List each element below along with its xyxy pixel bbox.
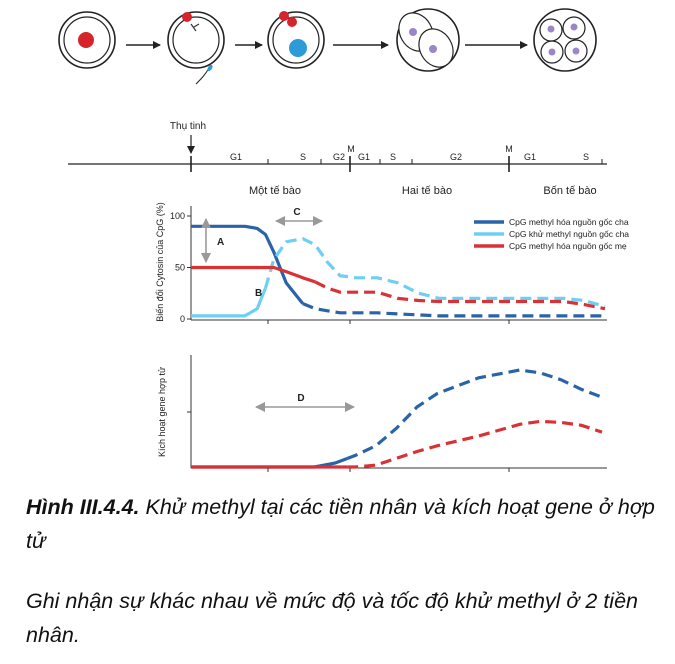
annotation-b-label: B	[255, 288, 262, 299]
c2series-series-0-dashed	[346, 368, 603, 460]
figure-label: Hình III.4.4.	[26, 495, 140, 519]
chart1-y-axis-label: Biến đổi Cytosin của CpG (%)	[155, 202, 165, 322]
legend-label-2: CpG methyl hóa nguồn gốc mẹ	[509, 241, 627, 251]
chart1-y-tick-label: 100	[170, 211, 185, 221]
zygote-cell	[58, 11, 116, 69]
figure-title: Khử methyl tại các tiền nhân và kích hoạ…	[26, 495, 655, 553]
chart2-y-axis-label: Kích hoạt gene hợp tử	[157, 367, 167, 457]
two-cell-embryo	[396, 8, 460, 72]
stage-label-one-cell: Một tế bào	[249, 185, 301, 197]
figure-note: Ghi nhận sự khác nhau về mức độ và tốc đ…	[26, 589, 638, 647]
fertilized-cell	[167, 11, 225, 85]
phase-label-s: S	[583, 152, 589, 162]
phase-label-g2: G2	[333, 152, 345, 162]
pronuclei-cell	[267, 11, 325, 69]
c1series-series-0-solid	[191, 224, 305, 305]
stage-label-two-cell: Hai tế bào	[402, 185, 452, 197]
chart1-legend: CpG methyl hóa nguồn gốc cha CpG khử meth…	[474, 217, 629, 251]
c1series-series-2-solid	[191, 265, 316, 284]
c1series-series-1-solid	[191, 287, 267, 318]
phase-label-g1: G1	[230, 152, 242, 162]
legend-label-0: CpG methyl hóa nguồn gốc cha	[509, 217, 629, 227]
figure-caption: Hình III.4.4. Khử methyl tại các tiền nh…	[26, 490, 666, 558]
gene-activation-chart: Kích hoạt gene hợp tử D	[157, 355, 607, 472]
phase-label-g1: G1	[524, 152, 536, 162]
phase-label-m: M	[347, 144, 355, 154]
annotation-c-label: C	[293, 207, 300, 218]
cell-division-diagram	[58, 8, 597, 85]
chart1-y-tick-label: 0	[180, 314, 185, 324]
phase-label-g1: G1	[358, 152, 370, 162]
four-cell-embryo	[533, 8, 597, 72]
c1series-series-2-dashed	[314, 280, 606, 311]
c1series-series-1-dashed	[263, 237, 606, 309]
phase-label-s: S	[300, 152, 306, 162]
phase-label-m: M	[505, 144, 513, 154]
chart1-y-tick-label: 50	[175, 263, 185, 273]
annotation-d-label: D	[297, 393, 304, 404]
legend-label-1: CpG khử methyl nguồn gốc cha	[509, 229, 629, 239]
annotation-a-label: A	[217, 237, 224, 248]
stage-label-four-cell: Bốn tế bào	[543, 185, 596, 197]
fertilization-label: Thụ tinh	[170, 121, 206, 132]
phase-label-g2: G2	[450, 152, 462, 162]
phase-label-s: S	[390, 152, 396, 162]
c1series-series-0-dashed	[302, 302, 605, 318]
c2series-series-1-dashed	[347, 419, 603, 469]
